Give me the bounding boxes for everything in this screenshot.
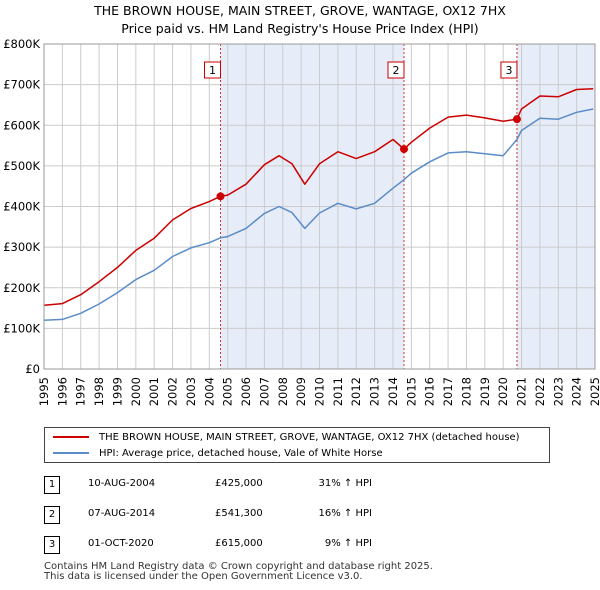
- legend: THE BROWN HOUSE, MAIN STREET, GROVE, WAN…: [44, 427, 550, 463]
- x-tick-label: 2004: [202, 377, 216, 406]
- x-tick-label: 2025: [588, 377, 600, 406]
- x-tick-label: 2023: [551, 377, 565, 406]
- y-tick-label: £700K: [3, 78, 40, 92]
- title-line-2: Price paid vs. HM Land Registry's House …: [121, 21, 479, 36]
- legend-label-property: THE BROWN HOUSE, MAIN STREET, GROVE, WAN…: [99, 431, 520, 443]
- x-tick-label: 2008: [276, 377, 290, 406]
- sale-price: £615,000: [215, 538, 263, 549]
- price-chart: £0 £100K £200K £300K £400K £500K £600K £700K £80…: [3, 37, 600, 406]
- sale-label-box: [204, 61, 222, 79]
- sale-price: £425,000: [215, 478, 263, 489]
- legend-item-property: THE BROWN HOUSE, MAIN STREET, GROVE, WAN…: [53, 430, 520, 444]
- x-tick-label: 2021: [515, 377, 529, 406]
- footer-line-2: This data is licensed under the Open Gov…: [44, 571, 363, 582]
- plot-frame: [43, 43, 596, 370]
- x-tick-label: 2014: [386, 377, 400, 406]
- sale-label-box: [387, 61, 405, 79]
- sale-label-number: 3: [505, 64, 512, 77]
- x-tick-label: 2002: [166, 377, 180, 406]
- x-tick-label: 2022: [533, 377, 547, 406]
- sale-point: [512, 115, 521, 124]
- x-tick-label: 1999: [110, 377, 124, 406]
- x-tick-label: 2012: [349, 377, 363, 406]
- x-tick-label: 1996: [55, 377, 69, 406]
- sale-label-number: 2: [392, 64, 399, 77]
- y-tick-label: £400K: [3, 200, 40, 214]
- x-tick-label: 2007: [257, 377, 271, 406]
- sale-number-badge: 3: [44, 536, 60, 554]
- sale-hpi-change: 31% ↑ HPI: [318, 478, 372, 489]
- x-tick-label: 1998: [92, 377, 106, 406]
- legend-label-hpi: HPI: Average price, detached house, Vale…: [99, 447, 383, 459]
- x-tick-label: 2009: [294, 377, 308, 406]
- sale-label-number: 1: [209, 64, 216, 77]
- x-tick-label: 2020: [496, 377, 510, 406]
- sale-date: 07-AUG-2014: [88, 508, 156, 519]
- x-tick-label: 2005: [221, 377, 235, 406]
- sale-label-box: [500, 61, 518, 79]
- sale-point: [216, 192, 225, 201]
- x-tick-label: 2003: [184, 377, 198, 406]
- x-tick-label: 2000: [129, 377, 143, 406]
- x-tick-label: 2006: [239, 377, 253, 406]
- y-tick-label: £200K: [3, 281, 40, 295]
- x-tick-label: 2018: [459, 377, 473, 406]
- x-tick-label: 2011: [331, 377, 345, 406]
- legend-item-hpi: HPI: Average price, detached house, Vale…: [53, 446, 383, 460]
- x-tick-label: 2013: [368, 377, 382, 406]
- sale-price: £541,300: [215, 508, 263, 519]
- x-tick-label: 1995: [37, 377, 51, 406]
- chart-title: THE BROWN HOUSE, MAIN STREET, GROVE, WAN…: [0, 2, 600, 38]
- sale-point: [399, 145, 408, 154]
- property-series-line: [43, 87, 594, 306]
- sale-row: 3 01-OCT-2020 £615,000 9% ↑ HPI: [0, 536, 600, 556]
- x-tick-label: 2001: [147, 377, 161, 406]
- y-tick-label: £300K: [3, 240, 40, 254]
- sale-date: 10-AUG-2004: [88, 478, 156, 489]
- x-tick-label: 2015: [404, 377, 418, 406]
- hpi-series-line: [43, 108, 594, 322]
- sale-hpi-change: 9% ↑ HPI: [324, 538, 372, 549]
- legend-swatch-property: [53, 436, 89, 438]
- y-tick-label: £600K: [3, 118, 40, 132]
- sale-hpi-change: 16% ↑ HPI: [318, 508, 372, 519]
- y-tick-label: £0: [25, 362, 40, 376]
- x-tick-label: 2016: [423, 377, 437, 406]
- sale-date: 01-OCT-2020: [88, 538, 154, 549]
- sale-number-badge: 2: [44, 506, 60, 524]
- title-line-1: THE BROWN HOUSE, MAIN STREET, GROVE, WAN…: [94, 3, 506, 18]
- x-tick-label: 2017: [441, 377, 455, 406]
- y-tick-label: £100K: [3, 321, 40, 335]
- y-tick-label: £800K: [3, 37, 40, 51]
- footer: Contains HM Land Registry data © Crown c…: [44, 562, 433, 582]
- x-tick-label: 2024: [570, 377, 584, 406]
- x-tick-label: 2010: [313, 377, 327, 406]
- sale-row: 2 07-AUG-2014 £541,300 16% ↑ HPI: [0, 506, 600, 526]
- sale-row: 1 10-AUG-2004 £425,000 31% ↑ HPI: [0, 476, 600, 496]
- sale-number-badge: 1: [44, 476, 60, 494]
- footer-line-1: Contains HM Land Registry data © Crown c…: [44, 561, 433, 572]
- x-tick-label: 2019: [478, 377, 492, 406]
- x-tick-label: 1997: [74, 377, 88, 406]
- legend-swatch-hpi: [53, 452, 89, 454]
- y-tick-label: £500K: [3, 159, 40, 173]
